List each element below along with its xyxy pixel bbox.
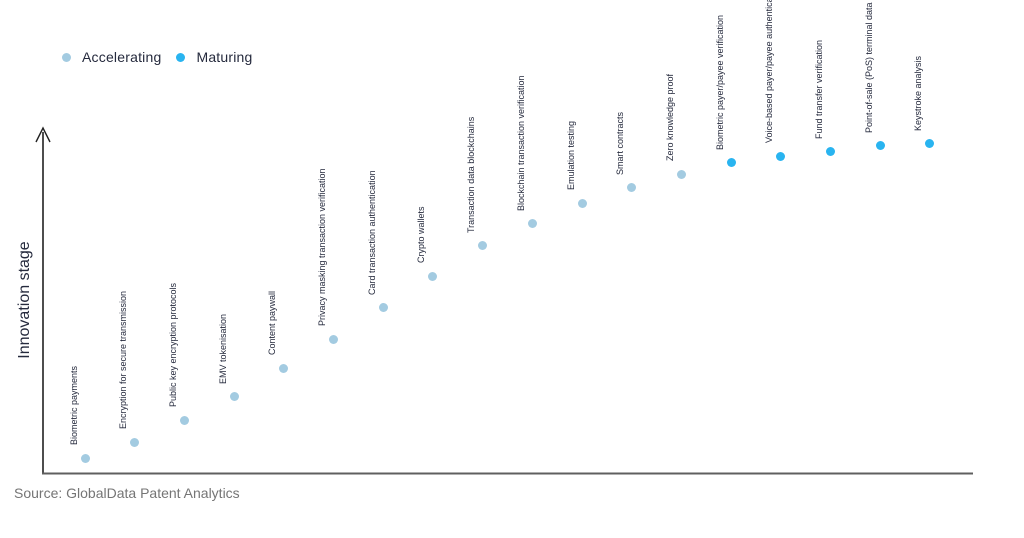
- data-point: [875, 141, 885, 151]
- legend-label-accelerating: Accelerating: [82, 49, 162, 65]
- legend-item-accelerating: Accelerating: [62, 49, 161, 65]
- data-point: [776, 151, 786, 161]
- point-label: Card transaction authentication: [366, 170, 377, 295]
- point-label: Biometric payer/payee verification: [714, 14, 725, 150]
- point-label: Point-of-sale (PoS) terminal data securi…: [863, 0, 874, 133]
- data-point: [329, 334, 338, 344]
- legend-dot-maturing-icon: [176, 52, 186, 62]
- point-label: Fund transfer verification: [814, 39, 824, 139]
- data-point: [577, 198, 587, 208]
- source-note: Source: GlobalData Patent Analytics: [14, 485, 240, 501]
- data-point: [726, 158, 736, 168]
- data-point: [676, 169, 686, 179]
- legend-item-maturing: Maturing: [176, 49, 252, 65]
- point-label: Public key encryption protocols: [167, 282, 178, 408]
- point-label: Smart contracts: [615, 111, 626, 175]
- data-point: [478, 241, 488, 251]
- point-label: Blockchain transaction verification: [515, 75, 526, 211]
- point-label: Keystroke analysis: [913, 55, 924, 131]
- data-point: [378, 303, 388, 313]
- point-label: Encryption for secure transmission: [118, 291, 129, 430]
- point-label: Emulation testing: [565, 121, 576, 191]
- point-label: Zero knowledge proof: [664, 73, 675, 162]
- point-label: EMV tokenisation: [217, 313, 228, 384]
- data-point: [527, 219, 537, 229]
- data-point: [229, 392, 239, 402]
- point-label: Biometric payments: [68, 366, 79, 446]
- data-point: [925, 139, 935, 149]
- data-point: [179, 415, 189, 425]
- point-label: Transaction data blockchains: [466, 116, 477, 233]
- legend-dot-accelerating-icon: [62, 52, 71, 62]
- data-point: [428, 271, 438, 281]
- data-point: [130, 437, 140, 447]
- point-label: Content paywall: [267, 291, 278, 356]
- point-label: Voice-based payer/payee authentication: [764, 0, 775, 144]
- legend-label-maturing: Maturing: [196, 49, 253, 65]
- data-point: [627, 183, 637, 193]
- point-label: Privacy masking transaction verification: [317, 168, 327, 327]
- legend: Accelerating Maturing: [62, 49, 253, 65]
- point-label: Crypto wallets: [416, 206, 427, 264]
- data-point: [826, 147, 835, 157]
- data-point: [279, 363, 289, 373]
- data-point: [80, 453, 90, 463]
